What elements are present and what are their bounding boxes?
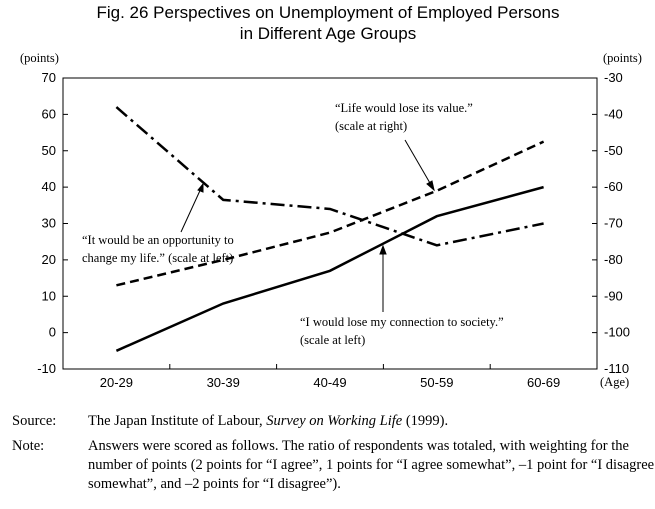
y2-tick-label: -110	[604, 361, 629, 376]
y2-tick-label: -100	[604, 325, 630, 340]
x-tick-label: 40-49	[313, 375, 346, 390]
annotation: “I would lose my connection to society.”	[300, 315, 504, 329]
y-tick-label: 30	[42, 216, 56, 231]
x-tick-label: 50-59	[420, 375, 453, 390]
y2-tick-label: -80	[604, 252, 623, 267]
y2-tick-label: -60	[604, 179, 623, 194]
annotation: “It would be an opportunity to	[82, 233, 234, 247]
y2-unit: (points)	[603, 51, 642, 65]
source-text: (1999).	[402, 413, 449, 429]
series-line	[115, 185, 544, 352]
chart: Fig. 26 Perspectives on Unemployment of …	[20, 3, 642, 390]
y-tick-label: 20	[42, 252, 56, 267]
source-label: Source:	[12, 413, 57, 429]
y-tick-label: 70	[42, 70, 56, 85]
source-title: Survey on Working Life	[266, 413, 403, 429]
arrow-head	[426, 180, 435, 192]
arrows	[180, 139, 435, 312]
annotation: “Life would lose its value.”	[335, 101, 473, 115]
arrow	[404, 139, 435, 191]
x-tick-label: 60-69	[527, 375, 560, 390]
series-line	[115, 106, 544, 247]
annotation: (scale at right)	[335, 119, 407, 133]
chart-title: in Different Age Groups	[240, 24, 416, 43]
note-label: Note:	[12, 438, 45, 454]
y-tick-label: 10	[42, 288, 56, 303]
annotation: change my life.” (scale at left)	[82, 251, 233, 265]
arrow-head	[197, 182, 204, 193]
series-line	[116, 140, 545, 287]
y-unit: (points)	[20, 51, 59, 65]
x-tick-label: 30-39	[207, 375, 240, 390]
y2-tick-label: -70	[604, 216, 623, 231]
source-text: The Japan Institute of Labour,	[88, 413, 267, 429]
note-text: Answers were scored as follows. The rati…	[88, 438, 655, 492]
arrow	[180, 183, 204, 233]
y2-tick-label: -50	[604, 143, 623, 158]
y2-tick-label: -30	[604, 70, 623, 85]
annotation: (scale at left)	[300, 333, 365, 347]
chart-title: Fig. 26 Perspectives on Unemployment of …	[96, 3, 559, 22]
y-tick-label: -10	[37, 361, 56, 376]
y-tick-label: 0	[49, 325, 56, 340]
y2-tick-label: -90	[604, 288, 623, 303]
y-tick-label: 40	[42, 179, 56, 194]
y-tick-label: 60	[42, 106, 56, 121]
y2-tick-label: -40	[604, 106, 623, 121]
source-text: The Japan Institute of Labour, Survey on…	[88, 412, 655, 431]
x-unit: (Age)	[600, 375, 629, 389]
y-tick-label: 50	[42, 143, 56, 158]
x-tick-label: 20-29	[100, 375, 133, 390]
arrow-head	[379, 244, 387, 255]
